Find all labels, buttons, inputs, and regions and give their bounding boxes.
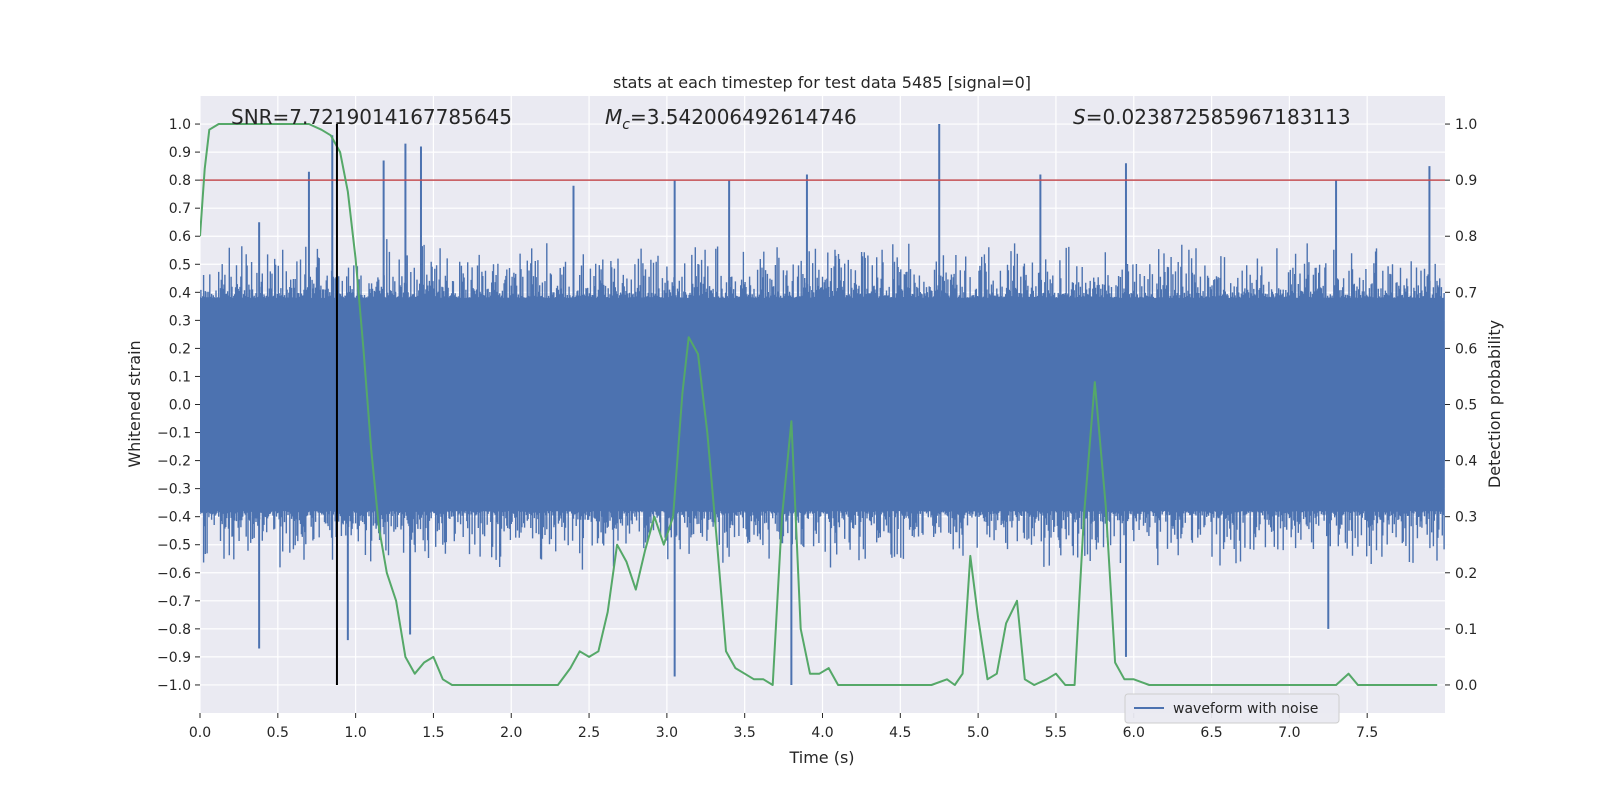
legend-box xyxy=(1124,693,1340,724)
y-right-tick-label: 0.7 xyxy=(1455,285,1477,301)
y-left-tick-label: 0.9 xyxy=(169,145,191,161)
y-left-tick-label: −0.7 xyxy=(157,594,191,610)
x-tick-label: 4.0 xyxy=(811,725,833,741)
x-axis-ticks: 0.0 0.5 1.0 1.5 2.0 2.5 3.0 3.5 4.0 4.5 5.0 5.5 6.0 6… xyxy=(189,713,1378,741)
y-right-tick-label: 0.9 xyxy=(1455,173,1477,189)
probability-series xyxy=(200,123,1438,686)
chart-title: stats at each timestep for test data 548… xyxy=(613,73,1031,92)
x-tick-label: 5.5 xyxy=(1045,725,1067,741)
y-left-tick-label: −0.8 xyxy=(157,622,191,638)
x-tick-label: 3.0 xyxy=(656,725,678,741)
s-value: =0.023872585967183113 xyxy=(1086,105,1351,129)
x-tick-label: 2.5 xyxy=(578,725,600,741)
y-left-tick-label: −0.5 xyxy=(157,538,191,554)
x-axis-title: Time (s) xyxy=(788,748,854,767)
y-right-tick-label: 0.0 xyxy=(1455,678,1477,694)
chirp-mass-symbol: M xyxy=(605,105,622,129)
s-symbol: S xyxy=(1073,105,1086,129)
chirp-mass-value: =3.542006492614746 xyxy=(630,105,857,129)
y-axis-left-ticks: 1.0 0.9 0.8 0.7 0.6 0.5 0.4 0.3 0.2 0.1 0.0 −0.1 −0.… xyxy=(157,117,200,694)
y-left-tick-label: −0.3 xyxy=(157,482,191,498)
x-tick-label: 5.0 xyxy=(967,725,989,741)
x-tick-label: 2.0 xyxy=(500,725,522,741)
y-left-tick-label: 1.0 xyxy=(169,117,191,133)
y-left-tick-label: 0.8 xyxy=(169,173,191,189)
legend: waveform with noise xyxy=(1124,693,1340,724)
y-right-tick-label: 0.5 xyxy=(1455,398,1477,414)
y-left-tick-label: −1.0 xyxy=(157,678,191,694)
y-right-tick-label: 0.6 xyxy=(1455,341,1477,357)
y-axis-left-title: Whitened strain xyxy=(125,340,144,467)
y-left-tick-label: 0.2 xyxy=(169,341,191,357)
x-tick-label: 3.5 xyxy=(734,725,756,741)
waveform-series xyxy=(200,124,1445,685)
y-left-tick-label: 0.6 xyxy=(169,229,191,245)
y-right-tick-label: 0.4 xyxy=(1455,454,1477,470)
y-left-tick-label: −0.6 xyxy=(157,566,191,582)
y-right-tick-label: 0.3 xyxy=(1455,510,1477,526)
legend-label-waveform: waveform with noise xyxy=(1173,701,1318,717)
chirp-mass-subscript: c xyxy=(622,117,630,133)
y-left-tick-label: 0.0 xyxy=(169,398,191,414)
x-tick-label: 6.5 xyxy=(1200,725,1222,741)
x-tick-label: 1.0 xyxy=(344,725,366,741)
y-axis-right-ticks: 1.0 0.9 0.8 0.7 0.6 0.5 0.4 0.3 0.2 0.1 0.0 xyxy=(1445,117,1477,694)
y-left-tick-label: 0.1 xyxy=(169,369,191,385)
y-left-tick-label: 0.4 xyxy=(169,285,191,301)
x-tick-label: 4.5 xyxy=(889,725,911,741)
y-left-tick-label: 0.7 xyxy=(169,201,191,217)
y-left-tick-label: −0.9 xyxy=(157,650,191,666)
y-left-tick-label: −0.1 xyxy=(157,426,191,442)
chirp-mass-annotation: Mc=3.542006492614746 xyxy=(605,105,857,133)
y-left-tick-label: −0.2 xyxy=(157,454,191,470)
y-right-tick-label: 1.0 xyxy=(1455,117,1477,133)
y-right-tick-label: 0.2 xyxy=(1455,566,1477,582)
x-tick-label: 0.0 xyxy=(189,725,211,741)
x-tick-label: 7.0 xyxy=(1278,725,1300,741)
snr-annotation: SNR=7.7219014167785645 xyxy=(231,105,512,129)
x-tick-label: 6.0 xyxy=(1123,725,1145,741)
x-tick-label: 1.5 xyxy=(422,725,444,741)
x-tick-label: 7.5 xyxy=(1356,725,1378,741)
x-tick-label: 0.5 xyxy=(267,725,289,741)
y-right-tick-label: 0.8 xyxy=(1455,229,1477,245)
y-left-tick-label: −0.4 xyxy=(157,510,191,526)
s-annotation: S=0.023872585967183113 xyxy=(1073,105,1351,129)
y-axis-right-title: Detection probability xyxy=(1485,320,1504,488)
y-left-tick-label: 0.3 xyxy=(169,313,191,329)
detection-probability-line xyxy=(200,123,1438,686)
y-right-tick-label: 0.1 xyxy=(1455,622,1477,638)
y-left-tick-label: 0.5 xyxy=(169,257,191,273)
